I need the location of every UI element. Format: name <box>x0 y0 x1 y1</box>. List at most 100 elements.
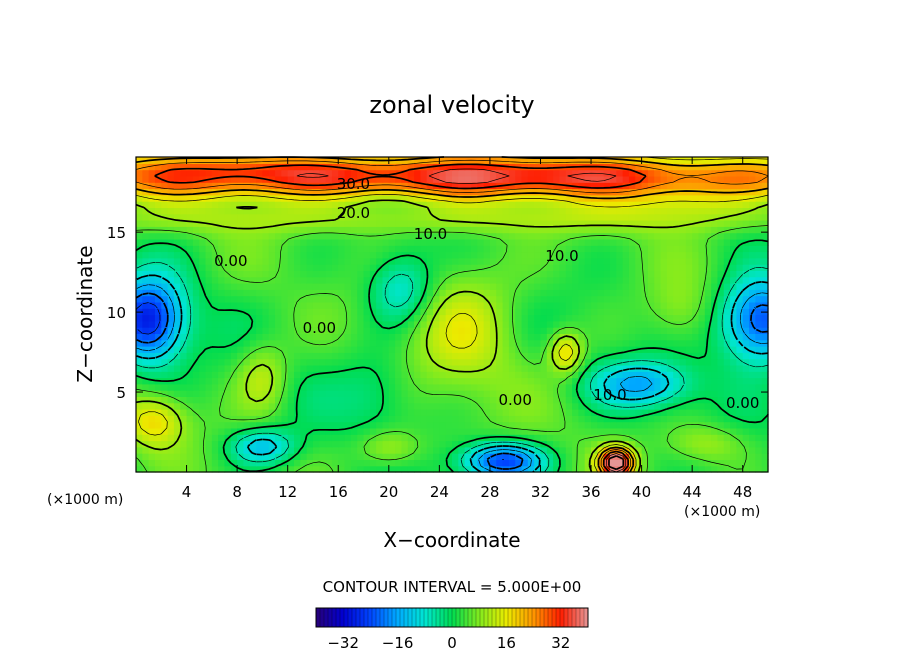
field-cell <box>452 226 459 234</box>
field-cell <box>458 238 466 246</box>
field-cell <box>205 320 213 328</box>
field-cell <box>578 232 586 240</box>
field-cell <box>717 213 725 221</box>
field-cell <box>641 238 649 246</box>
field-cell <box>230 402 238 410</box>
field-cell <box>407 352 415 360</box>
field-cell <box>401 232 409 240</box>
field-cell <box>553 402 561 410</box>
field-cell <box>249 182 257 190</box>
field-cell <box>641 383 649 391</box>
field-cell <box>287 188 295 196</box>
field-cell <box>483 339 491 347</box>
field-cell <box>540 434 548 442</box>
field-cell <box>357 207 365 215</box>
field-cell <box>199 194 207 202</box>
field-cell <box>401 320 409 328</box>
field-cell <box>173 383 181 391</box>
field-cell <box>350 308 358 316</box>
field-cell <box>673 264 681 271</box>
field-cell <box>173 283 181 290</box>
field-cell <box>369 465 377 473</box>
field-cell <box>572 459 579 467</box>
field-cell <box>211 207 219 215</box>
field-cell <box>546 415 554 423</box>
field-cell <box>230 453 238 460</box>
field-cell <box>136 194 143 202</box>
field-cell <box>382 434 390 442</box>
field-cell <box>281 226 289 234</box>
field-cell <box>616 364 624 372</box>
field-cell <box>433 364 440 372</box>
field-cell <box>553 194 561 202</box>
field-cell <box>376 358 384 366</box>
field-cell <box>306 295 314 303</box>
field-cell <box>692 327 700 334</box>
field-cell <box>275 283 282 290</box>
field-cell <box>237 440 245 448</box>
field-cell <box>306 289 314 297</box>
field-cell <box>477 169 485 177</box>
field-cell <box>736 364 744 372</box>
field-cell <box>679 421 687 429</box>
field-cell <box>186 220 194 227</box>
field-cell <box>515 358 523 366</box>
field-cell <box>717 301 725 309</box>
field-cell <box>433 446 440 454</box>
field-cell <box>692 201 700 208</box>
field-cell <box>136 459 143 467</box>
field-cell <box>268 434 276 442</box>
field-cell <box>749 415 756 423</box>
field-cell <box>287 295 295 303</box>
field-cell <box>338 440 346 448</box>
field-cell <box>173 346 181 353</box>
field-cell <box>660 182 668 190</box>
field-cell <box>136 188 143 196</box>
field-cell <box>755 396 763 404</box>
field-cell <box>692 264 700 271</box>
field-cell <box>161 314 169 322</box>
field-cell <box>603 358 611 366</box>
field-cell <box>161 289 169 297</box>
field-cell <box>306 283 314 290</box>
field-cell <box>230 434 238 442</box>
field-cell <box>477 339 485 347</box>
field-cell <box>628 264 636 271</box>
field-cell <box>275 396 282 404</box>
field-cell <box>186 453 194 460</box>
field-cell <box>647 415 655 423</box>
field-cell <box>243 352 251 360</box>
field-cell <box>281 364 289 372</box>
field-cell <box>331 371 339 379</box>
field-cell <box>287 440 295 448</box>
field-cell <box>660 358 668 366</box>
field-cell <box>546 207 554 215</box>
field-cell <box>578 245 586 253</box>
field-cell <box>698 301 706 309</box>
field-cell <box>287 169 295 177</box>
field-cell <box>237 358 245 366</box>
field-cell <box>363 308 371 316</box>
field-cell <box>647 194 655 202</box>
field-cell <box>363 270 371 278</box>
field-cell <box>275 402 282 410</box>
field-cell <box>420 251 428 259</box>
field-cell <box>363 257 371 265</box>
field-cell <box>572 157 579 164</box>
field-cell <box>546 251 554 259</box>
field-cell <box>344 446 352 454</box>
field-cell <box>433 257 440 265</box>
field-cell <box>521 409 529 416</box>
field-cell <box>477 257 485 265</box>
field-cell <box>319 188 327 196</box>
field-cell <box>154 238 162 246</box>
field-cell <box>578 434 586 442</box>
field-cell <box>148 421 156 429</box>
field-cell <box>262 245 270 253</box>
field-cell <box>489 465 497 473</box>
field-cell <box>730 220 737 227</box>
field-cell <box>439 346 447 353</box>
field-cell <box>622 327 630 334</box>
field-cell <box>256 157 263 164</box>
